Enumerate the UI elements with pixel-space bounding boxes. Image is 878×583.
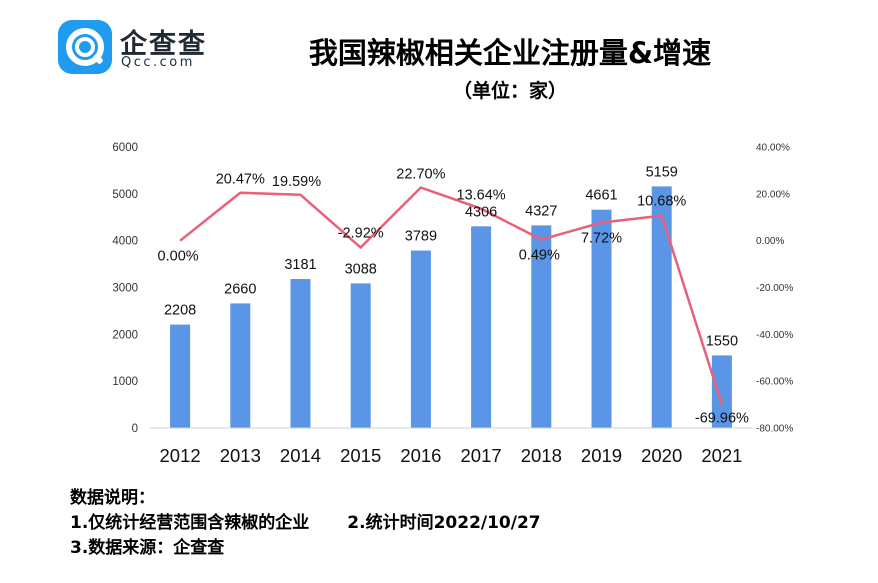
line-value-label: 7.72% [581,231,622,247]
left-axis-tick-label: 2000 [112,329,138,341]
brand-name-en: Qcc.com [121,55,195,70]
x-axis-category-label: 2013 [220,445,261,466]
line-value-label: 20.47% [216,172,265,188]
x-axis-category-label: 2018 [521,445,562,466]
notes: 数据说明： 1.仅统计经营范围含辣椒的企业 2.统计时间2022/10/27 3.… [70,486,541,561]
right-axis-tick-label: 0.00% [756,236,784,247]
bar-value-label: 3181 [284,257,316,273]
bar-value-label: 3789 [405,229,437,245]
page-subtitle: （单位：家） [452,80,567,102]
line-value-label: -2.92% [338,226,384,242]
left-axis-tick-label: 6000 [112,142,138,154]
right-axis-ticks: -80.00% -60.00% -40.00% -20.00% 0.00% 20.00% 4… [756,143,793,435]
page-title: 我国辣椒相关企业注册量&增速 [308,36,712,70]
bar-value-label: 4306 [465,204,497,220]
line-labels: 0.00% 20.47% 19.59% -2.92% 22.70% 13.64% 0.49%… [158,167,749,427]
bar-value-label: 2660 [224,281,256,297]
note-item-3: 3.数据来源：企查查 [70,538,225,558]
bar-value-label: 2208 [164,303,196,319]
left-axis-tick-label: 3000 [112,283,138,295]
x-axis-category-label: 2016 [400,445,441,466]
bar-value-label: 3088 [345,261,377,277]
left-axis-tick-label: 4000 [112,236,138,248]
left-axis-ticks: 0 1000 2000 3000 4000 5000 6000 [112,142,138,435]
bar-labels: 2208 2660 3181 3088 3789 4306 4327 4661 5159 1550 [164,164,738,349]
x-axis-category-label: 2015 [340,445,381,466]
line-value-label: -69.96% [695,410,749,426]
right-axis-tick-label: -20.00% [756,283,793,294]
x-axis-category-label: 2021 [701,445,742,466]
x-axis-category-label: 2019 [581,445,622,466]
qcc-logo-icon [58,20,112,74]
bar-value-label: 1550 [706,333,738,349]
growth-series-line [179,186,724,405]
x-axis-category-label: 2014 [280,445,321,466]
bar [651,186,672,428]
x-axis-category-label: 2012 [160,445,201,466]
line-value-label: 10.68% [637,194,686,210]
bar [170,324,191,428]
left-axis-tick-label: 0 [132,423,138,435]
brand-name-cn: 企查查 [120,29,207,60]
brand-logo: 企查查 Qcc.com [58,20,258,76]
bar [230,303,251,428]
right-axis-tick-label: 20.00% [756,189,790,200]
right-axis-tick-label: -60.00% [756,377,793,388]
left-axis-tick-label: 5000 [112,189,138,201]
growth-line [179,186,724,405]
notes-heading: 数据说明： [70,488,155,508]
bar [591,209,612,428]
right-axis-tick-label: -40.00% [756,330,793,341]
line-value-label: 19.59% [272,174,321,190]
left-axis-tick-label: 1000 [112,376,138,388]
bar [531,225,552,428]
bar [711,355,732,428]
bar-value-label: 4327 [525,203,557,219]
right-axis-tick-label: 40.00% [756,143,790,154]
line-value-label: 0.00% [158,249,199,265]
bar [471,226,492,428]
bar-value-label: 4661 [585,188,617,204]
bars [170,186,732,428]
line-value-label: 0.49% [519,248,560,264]
x-axis-labels: 2012 2013 2014 2015 2016 2017 2018 2019 2020 2021 [160,445,743,466]
note-item-1: 1.仅统计经营范围含辣椒的企业 [70,513,310,533]
x-axis-category-label: 2020 [641,445,682,466]
x-axis-category-label: 2017 [461,445,502,466]
right-axis-tick-label: -80.00% [756,424,793,435]
bar [290,279,311,428]
line-value-label: 22.70% [396,167,445,183]
bar [350,283,371,428]
note-item-2: 2.统计时间2022/10/27 [347,513,541,533]
bar [410,250,431,428]
line-value-label: 13.64% [457,188,506,204]
bar-value-label: 5159 [646,164,678,180]
